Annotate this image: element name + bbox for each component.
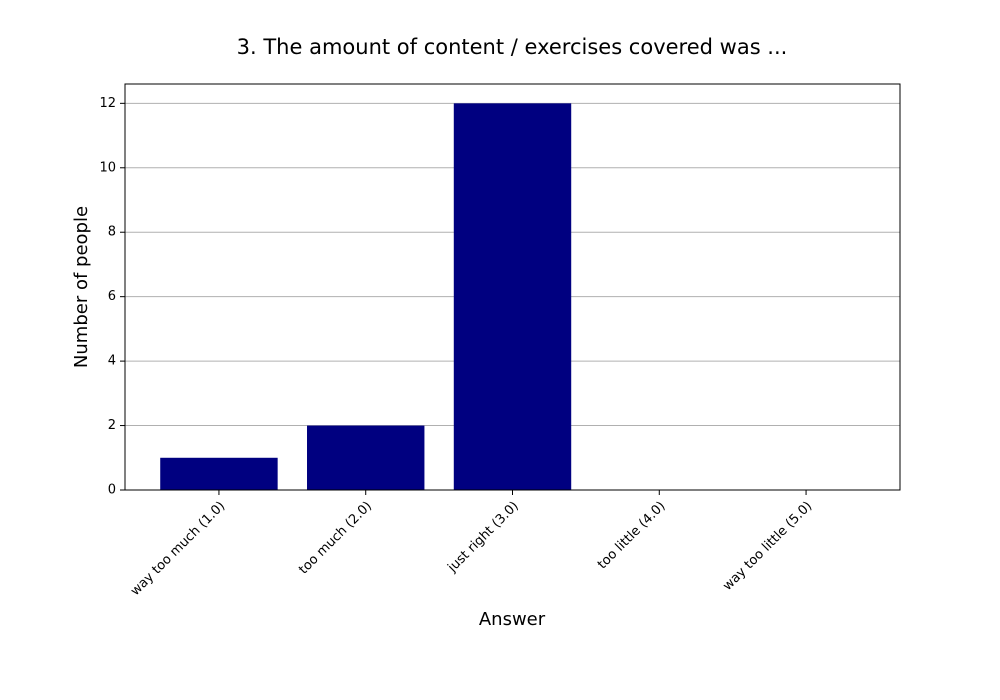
y-tick-label: 8 [108, 225, 116, 240]
x-tick-label: just right (3.0) [444, 499, 521, 576]
x-tick-label: way too much (1.0) [128, 499, 228, 599]
x-axis-label: Answer [479, 609, 546, 630]
y-tick-label: 6 [108, 289, 116, 304]
chart-title: 3. The amount of content / exercises cov… [237, 35, 788, 59]
y-tick-label: 10 [99, 160, 116, 175]
x-tick-label: too much (2.0) [296, 499, 375, 578]
bar [307, 425, 425, 490]
y-axis-label: Number of people [71, 206, 92, 368]
bar [453, 103, 572, 490]
y-tick-label: 2 [108, 418, 116, 433]
y-tick-label: 4 [108, 354, 116, 369]
y-tick-label: 0 [108, 483, 116, 498]
x-tick-label: too little (4.0) [595, 499, 669, 573]
x-tick-label: way too little (5.0) [720, 499, 815, 594]
plot-frame [124, 83, 901, 491]
bar [160, 457, 278, 490]
y-tick-label: 12 [99, 96, 116, 111]
